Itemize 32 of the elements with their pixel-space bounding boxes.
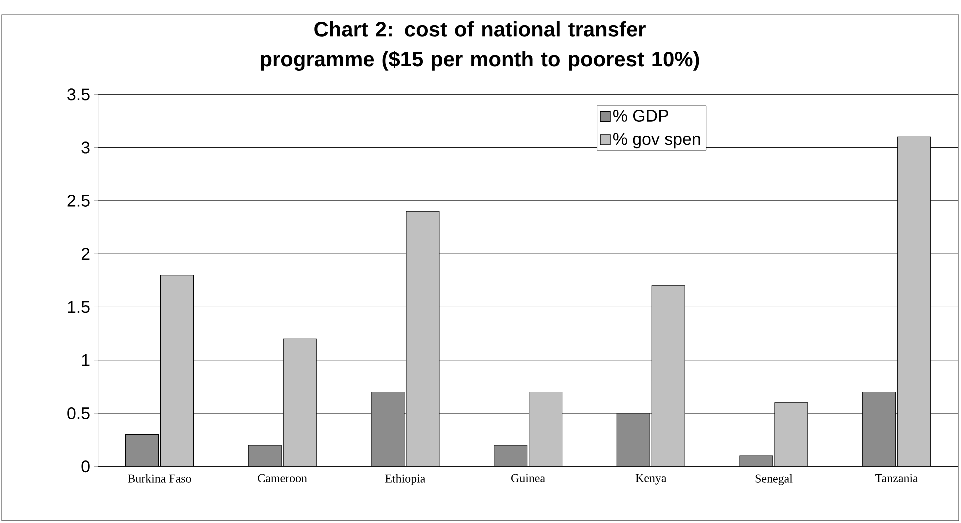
bar bbox=[616, 413, 650, 467]
bar bbox=[283, 338, 317, 467]
y-tick-label: 3.5 bbox=[68, 88, 90, 101]
y-tick-label: 0 bbox=[82, 460, 90, 473]
bar bbox=[862, 392, 896, 467]
x-tick-label: Senegal bbox=[756, 474, 793, 486]
bar bbox=[125, 434, 160, 467]
bar bbox=[528, 392, 563, 467]
y-tick-label: 2 bbox=[82, 248, 90, 260]
bar bbox=[652, 286, 686, 467]
bar bbox=[494, 445, 528, 467]
legend-label: % gov spen bbox=[613, 133, 700, 149]
bar bbox=[160, 275, 194, 467]
y-tick-label: 1.5 bbox=[68, 301, 90, 314]
chart-title: Chart 2: cost of national transfer programme ($15 per month to poorest 10%) bbox=[261, 22, 700, 71]
bar bbox=[406, 211, 440, 467]
bar bbox=[371, 392, 405, 467]
bar bbox=[740, 456, 774, 467]
bar bbox=[248, 445, 282, 467]
y-tick-label: 2.5 bbox=[68, 194, 90, 207]
legend-label: % GDP bbox=[613, 110, 668, 122]
bar bbox=[774, 402, 808, 467]
x-tick-label: Ethiopia bbox=[386, 474, 426, 486]
bar bbox=[898, 136, 932, 467]
x-tick-label: Burkina Faso bbox=[128, 474, 192, 483]
x-tick-label: Guinea bbox=[512, 474, 546, 482]
x-tick-label: Kenya bbox=[636, 474, 667, 485]
y-tick-label: 3 bbox=[82, 142, 90, 154]
x-tick-label: Tanzania bbox=[876, 474, 918, 482]
y-tick-label: 1 bbox=[82, 354, 90, 366]
y-tick-label: 0.5 bbox=[68, 408, 90, 420]
x-tick-label: Cameroon bbox=[258, 474, 308, 482]
